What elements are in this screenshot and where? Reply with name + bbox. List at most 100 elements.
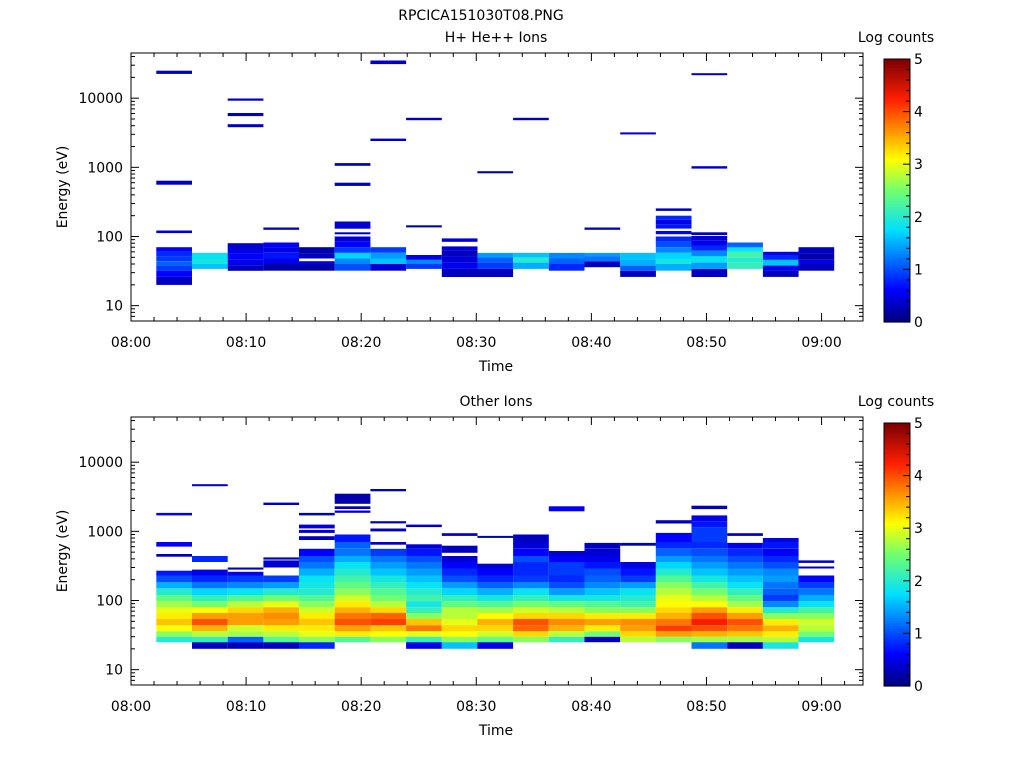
heatmap-cell: [584, 607, 621, 613]
heatmap-cell: [548, 264, 585, 271]
heatmap-cell: [691, 575, 728, 582]
heatmap-cell: [441, 262, 478, 269]
colorbar-segment: [884, 272, 910, 276]
heatmap-cell: [299, 568, 335, 576]
heatmap-cell: [584, 542, 621, 549]
heatmap-cell: [691, 568, 728, 576]
heatmap-cell: [441, 636, 478, 643]
heatmap-cell: [655, 258, 692, 264]
heatmap-cell: [513, 542, 549, 549]
heatmap-cell: [334, 534, 371, 542]
heatmap-cell: [727, 582, 763, 589]
heatmap-cell: [513, 262, 549, 269]
colorbar-segment: [884, 467, 910, 471]
colorbar-segment: [884, 657, 910, 661]
colorbar-segment: [884, 499, 910, 503]
heatmap-cell: [584, 568, 621, 576]
colorbar-segment: [884, 216, 910, 221]
heatmap-cell: [477, 535, 514, 538]
heatmap-cell: [406, 631, 442, 637]
heatmap-cell: [334, 258, 371, 264]
heatmap-cell: [655, 252, 692, 259]
colorbar-segment: [884, 664, 910, 669]
heatmap-cell: [156, 582, 192, 589]
colorbar-segment: [884, 636, 910, 640]
colorbar-segment: [884, 211, 910, 215]
heatmap-cell: [691, 534, 728, 542]
colorbar-segment: [884, 282, 910, 286]
colorbar-segment: [884, 678, 910, 682]
heatmap-cell: [548, 506, 585, 512]
heatmap-cell: [263, 557, 300, 560]
heatmap-cell: [192, 625, 228, 632]
colorbar-segment: [884, 509, 910, 514]
colorbar-segment: [884, 77, 910, 81]
heatmap-cell: [727, 607, 763, 613]
y-tick-label: 10: [105, 299, 123, 315]
heatmap-cell: [513, 607, 549, 613]
colorbar-segment: [884, 193, 910, 197]
colorbar-label: Log counts: [858, 394, 934, 410]
colorbar-segment: [884, 465, 910, 469]
colorbar-segment: [884, 203, 910, 207]
heatmap-cell: [334, 613, 371, 619]
heatmap-cell: [406, 524, 442, 528]
heatmap-cell: [441, 246, 478, 251]
heatmap-cell: [584, 625, 621, 632]
colorbar-segment: [884, 319, 910, 323]
heatmap-cell: [727, 242, 763, 248]
colorbar-segment: [884, 520, 910, 524]
heatmap-cell: [441, 582, 478, 589]
heatmap-cell: [441, 556, 478, 562]
colorbar-segment: [884, 565, 910, 569]
colorbar-segment: [884, 311, 910, 315]
colorbar-segment: [884, 195, 910, 199]
heatmap-cell: [548, 562, 585, 569]
heatmap-cell: [334, 562, 371, 569]
colorbar-segment: [884, 575, 910, 579]
heatmap-cell: [798, 582, 835, 589]
heatmap-cell: [691, 582, 728, 589]
heatmap-cell: [620, 582, 656, 589]
heatmap-cell: [299, 582, 335, 589]
heatmap-cell: [620, 575, 656, 582]
heatmap-cell: [192, 631, 228, 637]
panel-h-he-ions: H+ He++ Ions Log counts 08:00 08:10 08:20 0…: [55, 30, 934, 375]
heatmap-cell: [691, 595, 728, 602]
colorbar-segment: [884, 277, 910, 281]
heatmap-cell: [513, 556, 549, 562]
heatmap-cell: [441, 588, 478, 595]
colorbar-segment: [884, 444, 910, 448]
colorbar-segment: [884, 425, 910, 429]
colorbar-segment: [884, 95, 910, 100]
heatmap-cell: [263, 582, 300, 589]
heatmap-cell: [727, 562, 763, 569]
heatmap-cell: [370, 548, 407, 556]
heatmap-cell: [299, 536, 335, 540]
heatmap-cell: [584, 582, 621, 589]
heatmap-cell: [406, 619, 442, 626]
colorbar-segment: [884, 245, 910, 249]
heatmap-cell: [192, 595, 228, 602]
heatmap-cell: [477, 252, 514, 258]
heatmap-cell: [370, 60, 407, 65]
heatmap-cell: [762, 607, 799, 613]
heatmap-cell: [655, 595, 692, 602]
colorbar-tick-label: 4: [914, 469, 923, 485]
colorbar-segment: [884, 470, 910, 474]
heatmap-cell: [584, 619, 621, 626]
heatmap-cell: [620, 270, 656, 277]
heatmap-cell: [548, 607, 585, 613]
heatmap-cell: [691, 256, 728, 263]
heatmap-cell: [299, 619, 335, 626]
colorbar-segment: [884, 314, 910, 318]
heatmap-cell: [370, 607, 407, 613]
heatmap-cell: [691, 73, 728, 76]
y-tick-label: 10000: [78, 91, 123, 107]
colorbar-label: Log counts: [858, 30, 934, 46]
heatmap-cell: [156, 247, 192, 252]
colorbar-tick-label: 4: [914, 105, 923, 121]
x-tick-label: 08:30: [456, 699, 496, 715]
colorbar-segment: [884, 614, 910, 619]
heatmap-cell: [655, 556, 692, 562]
